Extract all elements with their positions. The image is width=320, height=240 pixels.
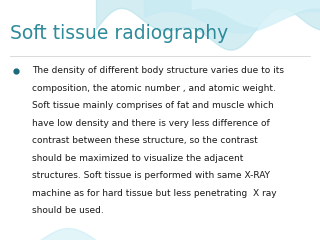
Text: The density of different body structure varies due to its: The density of different body structure … (32, 66, 284, 75)
Text: should be used.: should be used. (32, 206, 104, 215)
Text: should be maximized to visualize the adjacent: should be maximized to visualize the adj… (32, 154, 244, 163)
Text: have low density and there is very less difference of: have low density and there is very less … (32, 119, 270, 128)
Text: composition, the atomic number , and atomic weight.: composition, the atomic number , and ato… (32, 84, 276, 92)
Text: structures. Soft tissue is performed with same X-RAY: structures. Soft tissue is performed wit… (32, 171, 270, 180)
Text: Soft tissue radiography: Soft tissue radiography (10, 24, 228, 43)
Text: Soft tissue mainly comprises of fat and muscle which: Soft tissue mainly comprises of fat and … (32, 101, 274, 110)
Text: contrast between these structure, so the contrast: contrast between these structure, so the… (32, 136, 258, 145)
Text: machine as for hard tissue but less penetrating  X ray: machine as for hard tissue but less pene… (32, 189, 276, 198)
